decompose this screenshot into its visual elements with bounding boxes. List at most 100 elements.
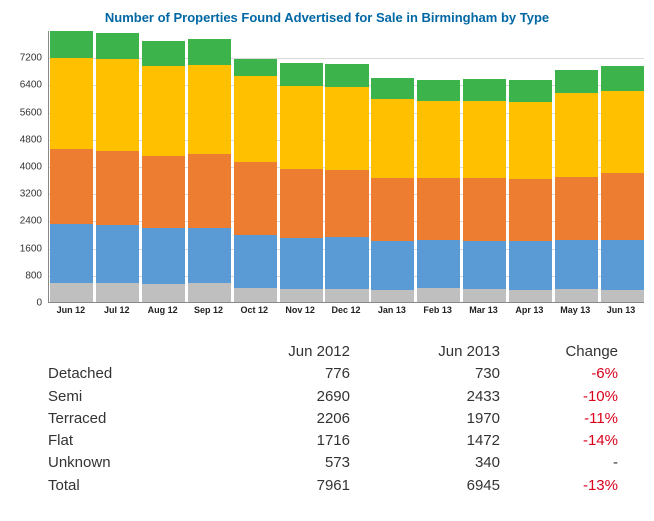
y-tick-label: 800: [25, 270, 42, 281]
y-tick-label: 0: [36, 298, 42, 309]
table-row: Semi26902433-10%: [30, 386, 624, 408]
y-tick-label: 6400: [20, 80, 42, 91]
row-label: Detached: [30, 364, 200, 384]
row-value-2012: 776: [200, 364, 350, 384]
bar-segment-unknown: [96, 283, 139, 302]
row-value-2013: 1472: [350, 431, 500, 451]
bar-segment-flat: [188, 228, 231, 284]
x-tick-label: Jun 12: [57, 305, 86, 315]
bar-segment-flat: [142, 228, 185, 284]
bar-segment-semi: [371, 99, 414, 177]
bar-segment-detached: [50, 31, 93, 57]
row-value-2012: 7961: [200, 476, 350, 496]
bar-segment-detached: [555, 70, 598, 93]
bar-segment-unknown: [234, 288, 277, 302]
bar-segment-unknown: [280, 289, 323, 302]
x-tick-label: Mar 13: [469, 305, 498, 315]
bar-segment-unknown: [509, 290, 552, 302]
y-tick-label: 1600: [20, 243, 42, 254]
x-tick-label: Apr 13: [515, 305, 543, 315]
bar-segment-semi: [142, 66, 185, 156]
table-header-col1: Jun 2012: [200, 342, 350, 362]
bar-segment-semi: [417, 101, 460, 178]
y-tick-label: 7200: [20, 53, 42, 64]
table-row: Terraced22061970-11%: [30, 408, 624, 430]
bar-segment-unknown: [142, 284, 185, 302]
row-change: -6%: [500, 364, 624, 384]
bar-segment-flat: [234, 235, 277, 288]
x-tick-label: Oct 12: [241, 305, 269, 315]
bar-segment-unknown: [601, 290, 644, 302]
row-label: Terraced: [30, 409, 200, 429]
bar-segment-terraced: [50, 149, 93, 224]
row-value-2013: 340: [350, 453, 500, 473]
x-tick-label: Feb 13: [423, 305, 452, 315]
bar-segment-semi: [601, 91, 644, 174]
row-value-2012: 573: [200, 453, 350, 473]
bar-segment-terraced: [280, 169, 323, 237]
bar-segment-flat: [509, 241, 552, 289]
bar-segment-terraced: [601, 173, 644, 240]
bar-segment-terraced: [142, 156, 185, 228]
table-header-change: Change: [500, 342, 624, 362]
row-value-2012: 2206: [200, 409, 350, 429]
bar-segment-flat: [371, 241, 414, 290]
row-change: -14%: [500, 431, 624, 451]
bar-segment-semi: [325, 87, 368, 170]
y-axis: 080016002400320040004800560064007200: [10, 31, 46, 303]
bar-segment-semi: [280, 86, 323, 169]
row-change: -11%: [500, 409, 624, 429]
bar-segment-terraced: [371, 178, 414, 242]
y-tick-label: 5600: [20, 107, 42, 118]
bar-segment-terraced: [555, 177, 598, 241]
table-row: Detached776730-6%: [30, 363, 624, 385]
bar-segment-flat: [96, 225, 139, 283]
row-value-2013: 730: [350, 364, 500, 384]
x-tick-label: Jul 12: [104, 305, 130, 315]
x-tick-label: Aug 12: [148, 305, 178, 315]
bar-segment-semi: [188, 65, 231, 155]
bar-segment-detached: [234, 59, 277, 76]
table-header-blank: [30, 342, 200, 362]
bar-segment-unknown: [325, 289, 368, 302]
x-tick-label: Jan 13: [378, 305, 406, 315]
bar-segment-semi: [50, 58, 93, 149]
row-change: -10%: [500, 387, 624, 407]
bar-segment-unknown: [463, 289, 506, 302]
bar-segment-detached: [96, 33, 139, 59]
bar-segment-semi: [96, 59, 139, 150]
bar-segment-terraced: [463, 178, 506, 241]
bar-segment-unknown: [50, 283, 93, 302]
y-tick-label: 3200: [20, 189, 42, 200]
y-tick-label: 4800: [20, 134, 42, 145]
row-change: -13%: [500, 476, 624, 496]
bar-segment-terraced: [509, 179, 552, 242]
bar-segment-detached: [509, 80, 552, 102]
bar-segment-terraced: [188, 154, 231, 227]
table-row: Unknown573340-: [30, 452, 624, 474]
bar-segment-flat: [601, 240, 644, 290]
bar-segment-unknown: [555, 289, 598, 302]
bar-segment-unknown: [371, 290, 414, 302]
table-row: Flat17161472-14%: [30, 430, 624, 452]
bar-segment-detached: [417, 80, 460, 101]
bar-segment-detached: [601, 66, 644, 91]
bar-segment-flat: [325, 237, 368, 288]
x-tick-label: Dec 12: [331, 305, 360, 315]
row-value-2013: 1970: [350, 409, 500, 429]
bar-segment-flat: [50, 224, 93, 282]
y-tick-label: 2400: [20, 216, 42, 227]
bar-segment-semi: [463, 101, 506, 179]
row-label: Flat: [30, 431, 200, 451]
bar-segment-detached: [371, 78, 414, 100]
bar-segment-detached: [142, 41, 185, 67]
chart: 0 800 1600 2400 3200 4000 4800 5600 6400 7200 Jun…: [10, 31, 644, 321]
bar-segment-semi: [509, 102, 552, 179]
row-label: Total: [30, 476, 200, 496]
bar-segment-flat: [555, 240, 598, 289]
bar-segment-semi: [555, 93, 598, 176]
row-value-2013: 6945: [350, 476, 500, 496]
bar-segment-terraced: [325, 170, 368, 238]
y-tick-label: 4000: [20, 162, 42, 173]
bar-segment-unknown: [417, 288, 460, 302]
